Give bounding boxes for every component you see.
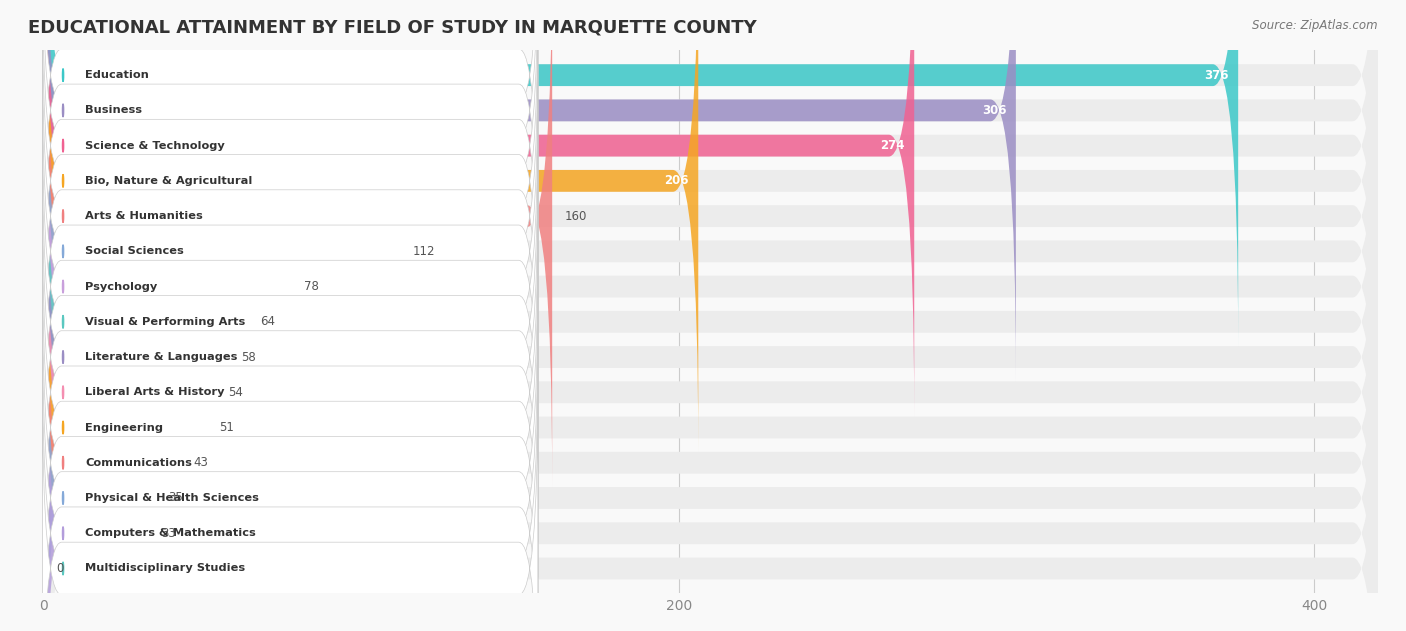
FancyBboxPatch shape: [44, 227, 1378, 631]
Text: 206: 206: [664, 174, 689, 187]
FancyBboxPatch shape: [44, 0, 1239, 346]
FancyBboxPatch shape: [44, 262, 1378, 631]
Text: Visual & Performing Arts: Visual & Performing Arts: [86, 317, 246, 327]
FancyBboxPatch shape: [42, 137, 538, 507]
FancyBboxPatch shape: [42, 207, 538, 577]
FancyBboxPatch shape: [44, 297, 1378, 631]
FancyBboxPatch shape: [42, 66, 538, 437]
Text: 54: 54: [228, 386, 243, 399]
FancyBboxPatch shape: [42, 0, 538, 331]
Text: Source: ZipAtlas.com: Source: ZipAtlas.com: [1253, 19, 1378, 32]
FancyBboxPatch shape: [44, 0, 1378, 522]
FancyBboxPatch shape: [44, 121, 215, 631]
Text: 35: 35: [167, 492, 183, 505]
Text: 0: 0: [56, 562, 65, 575]
FancyBboxPatch shape: [42, 313, 538, 631]
FancyBboxPatch shape: [44, 0, 1378, 416]
Text: Physical & Health Sciences: Physical & Health Sciences: [86, 493, 259, 503]
FancyBboxPatch shape: [42, 172, 538, 542]
FancyBboxPatch shape: [42, 102, 538, 472]
Text: 112: 112: [412, 245, 434, 258]
FancyBboxPatch shape: [44, 0, 1378, 452]
Text: 43: 43: [193, 456, 208, 469]
Text: Business: Business: [86, 105, 142, 115]
FancyBboxPatch shape: [42, 0, 538, 260]
Text: 160: 160: [565, 209, 588, 223]
FancyBboxPatch shape: [44, 0, 553, 487]
Text: Literature & Languages: Literature & Languages: [86, 352, 238, 362]
Text: Communications: Communications: [86, 457, 193, 468]
Text: 33: 33: [162, 527, 176, 540]
Text: 64: 64: [260, 316, 276, 328]
Text: Engineering: Engineering: [86, 423, 163, 432]
FancyBboxPatch shape: [44, 227, 155, 631]
FancyBboxPatch shape: [42, 31, 538, 401]
Text: Bio, Nature & Agricultural: Bio, Nature & Agricultural: [86, 176, 253, 186]
FancyBboxPatch shape: [44, 0, 914, 416]
Text: Arts & Humanities: Arts & Humanities: [86, 211, 202, 221]
FancyBboxPatch shape: [44, 262, 149, 631]
FancyBboxPatch shape: [44, 0, 399, 522]
FancyBboxPatch shape: [44, 192, 1378, 631]
FancyBboxPatch shape: [44, 51, 1378, 593]
FancyBboxPatch shape: [44, 16, 292, 558]
Text: 78: 78: [305, 280, 319, 293]
FancyBboxPatch shape: [42, 278, 538, 631]
FancyBboxPatch shape: [42, 348, 538, 631]
Text: Computers & Mathematics: Computers & Mathematics: [86, 528, 256, 538]
FancyBboxPatch shape: [44, 86, 1378, 628]
FancyBboxPatch shape: [44, 0, 1017, 381]
Text: 274: 274: [880, 139, 904, 152]
Text: Education: Education: [86, 70, 149, 80]
Text: 306: 306: [981, 104, 1007, 117]
FancyBboxPatch shape: [44, 86, 228, 628]
FancyBboxPatch shape: [44, 0, 1378, 346]
FancyBboxPatch shape: [42, 0, 538, 295]
Text: Liberal Arts & History: Liberal Arts & History: [86, 387, 225, 398]
FancyBboxPatch shape: [42, 384, 538, 631]
Text: 376: 376: [1204, 69, 1229, 81]
FancyBboxPatch shape: [44, 0, 699, 452]
Text: Multidisciplinary Studies: Multidisciplinary Studies: [86, 563, 246, 574]
Text: 58: 58: [240, 351, 256, 363]
FancyBboxPatch shape: [44, 16, 1378, 558]
Text: Social Sciences: Social Sciences: [86, 246, 184, 256]
FancyBboxPatch shape: [44, 192, 180, 631]
Text: EDUCATIONAL ATTAINMENT BY FIELD OF STUDY IN MARQUETTE COUNTY: EDUCATIONAL ATTAINMENT BY FIELD OF STUDY…: [28, 19, 756, 37]
FancyBboxPatch shape: [42, 242, 538, 613]
FancyBboxPatch shape: [42, 0, 538, 366]
Text: Psychology: Psychology: [86, 281, 157, 292]
FancyBboxPatch shape: [44, 156, 207, 631]
FancyBboxPatch shape: [44, 0, 1378, 381]
FancyBboxPatch shape: [44, 121, 1378, 631]
FancyBboxPatch shape: [44, 0, 1378, 487]
FancyBboxPatch shape: [44, 51, 247, 593]
FancyBboxPatch shape: [44, 156, 1378, 631]
Text: 51: 51: [219, 421, 233, 434]
Text: Science & Technology: Science & Technology: [86, 141, 225, 151]
